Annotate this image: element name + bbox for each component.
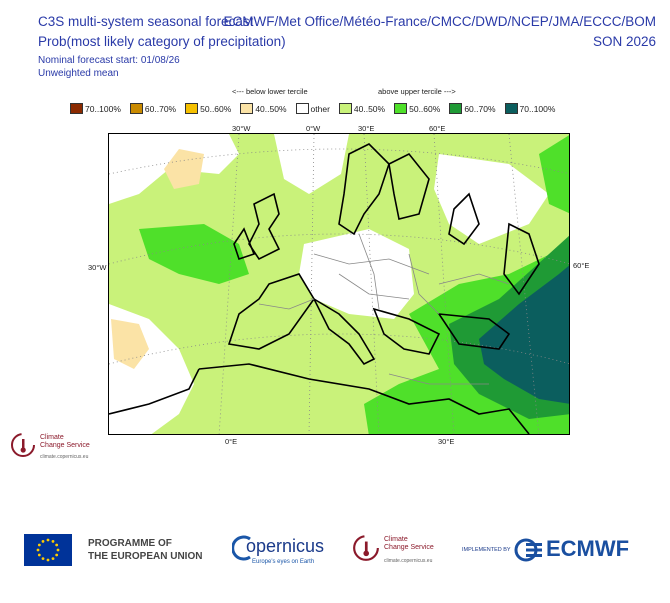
legend-label: 40..50% xyxy=(255,103,287,114)
eu-star xyxy=(46,538,50,542)
legend-swatch xyxy=(449,103,463,114)
copernicus-tagline: Europe's eyes on Earth xyxy=(252,559,315,565)
region-below-40-50-north xyxy=(164,149,204,189)
coord-bottom-2: 30°E xyxy=(438,437,455,446)
legend-item: 60..70% xyxy=(129,103,177,114)
copernicus-c-icon xyxy=(232,535,251,561)
graticule xyxy=(109,134,569,434)
ccs-name-line2: Change Service xyxy=(40,442,90,449)
coastlines xyxy=(109,143,540,434)
legend-swatch xyxy=(185,103,199,114)
ccs-footer-url: climate.copernicus.eu xyxy=(384,558,433,564)
legend-swatch xyxy=(394,103,408,114)
legend-swatch xyxy=(504,103,518,114)
legend-item: 50..60% xyxy=(185,103,231,114)
above-tercile-label: above upper tercile ---> xyxy=(378,87,456,96)
eu-star xyxy=(51,539,55,543)
eu-star xyxy=(36,548,40,552)
legend-item: other xyxy=(295,103,330,114)
region-other-central-europe xyxy=(299,229,414,319)
implemented-by: IMPLEMENTED BY xyxy=(462,547,511,553)
legend-item: 40..50% xyxy=(338,103,386,114)
ecmwf-wordmark: ECMWF xyxy=(546,536,630,561)
region-other-north-atlantic xyxy=(274,134,349,194)
ccs-url: climate.copernicus.eu xyxy=(40,454,89,460)
eu-star xyxy=(37,543,41,547)
ccs-logo-small: Climate Change Service climate.copernicu… xyxy=(10,430,120,464)
title-line-2: Prob(most likely category of precipitati… xyxy=(38,34,286,49)
coord-top-4: 60°E xyxy=(429,124,446,133)
legend-item: 70..100% xyxy=(70,103,121,114)
season: SON 2026 xyxy=(592,34,656,49)
region-above-50-60-northeast xyxy=(539,135,569,214)
eu-star xyxy=(55,543,59,547)
forecast-map-svg xyxy=(109,134,569,434)
eu-star xyxy=(51,557,55,561)
region-other-russia xyxy=(434,154,549,244)
legend-item: 60..70% xyxy=(449,103,496,114)
legend-swatch xyxy=(338,103,352,114)
legend-label: 50..60% xyxy=(409,103,441,114)
ccs-footer-name-line1: Climate xyxy=(384,536,408,543)
copernicus-logo: opernicus Europe's eyes on Earth xyxy=(232,532,332,568)
legend-swatch xyxy=(295,103,309,114)
eu-star xyxy=(55,553,59,557)
legend-label: 60..70% xyxy=(464,103,496,114)
eu-star xyxy=(41,557,45,561)
ecmwf-logo: ECMWF xyxy=(514,535,654,565)
eu-star xyxy=(46,558,50,562)
legend-label: 40..50% xyxy=(353,103,386,114)
legend-swatch xyxy=(70,103,83,114)
country-borders xyxy=(258,233,510,385)
eu-star xyxy=(56,548,60,552)
legend-label: 50..60% xyxy=(200,103,232,114)
ccs-name-line1: Climate xyxy=(40,434,64,441)
region-above-50-60-atlantic xyxy=(139,224,249,284)
title-line-1: C3S multi-system seasonal forecast xyxy=(38,14,254,29)
eu-flag xyxy=(24,534,72,566)
nominal-start: Nominal forecast start: 01/08/26 xyxy=(38,55,180,66)
legend-swatch xyxy=(129,103,143,114)
ccs-logo-footer: Climate Change Service climate.copernicu… xyxy=(352,532,452,568)
mean-type: Unweighted mean xyxy=(38,68,119,79)
eu-star xyxy=(41,539,45,543)
region-above-70-100-caspian xyxy=(479,265,569,404)
systems-list: ECMWF/Met Office/Météo-France/CMCC/DWD/N… xyxy=(223,14,656,29)
forecast-map xyxy=(108,133,570,435)
legend-label: 60..70% xyxy=(144,103,177,114)
legend-item: 70..100% xyxy=(504,103,556,114)
legend-label: 70..100% xyxy=(519,103,556,114)
legend-label: 70..100% xyxy=(85,103,121,114)
coord-left: 30°W xyxy=(88,263,107,272)
ecmwf-emblem-icon xyxy=(514,538,542,562)
ccs-emblem-icon xyxy=(11,433,35,457)
coord-top-2: 0°W xyxy=(306,124,321,133)
coord-bottom-1: 0°E xyxy=(225,437,238,446)
eu-star xyxy=(37,553,41,557)
legend-item: 50..60% xyxy=(394,103,440,114)
legend-item: 40..50% xyxy=(240,103,287,114)
ccs-footer-name-line2: Change Service xyxy=(384,544,434,551)
below-tercile-label: <--- below lower tercile xyxy=(232,87,308,96)
coord-top-1: 30°W xyxy=(232,124,251,133)
legend: 70..100% 60..70% 50..60% 40..50% other 40..50… xyxy=(70,103,564,114)
programme-line2: THE EUROPEAN UNION xyxy=(88,551,203,562)
ccs-footer-emblem-icon xyxy=(353,535,379,561)
eu-stars-icon xyxy=(36,538,60,562)
coord-right: 60°E xyxy=(573,261,590,270)
region-below-40-50-west xyxy=(111,319,149,369)
programme-line1: PROGRAMME OF xyxy=(88,538,172,549)
coord-top-3: 30°E xyxy=(358,124,375,133)
legend-swatch xyxy=(240,103,254,114)
copernicus-wordmark: opernicus xyxy=(246,536,325,556)
legend-label: other xyxy=(310,103,330,114)
